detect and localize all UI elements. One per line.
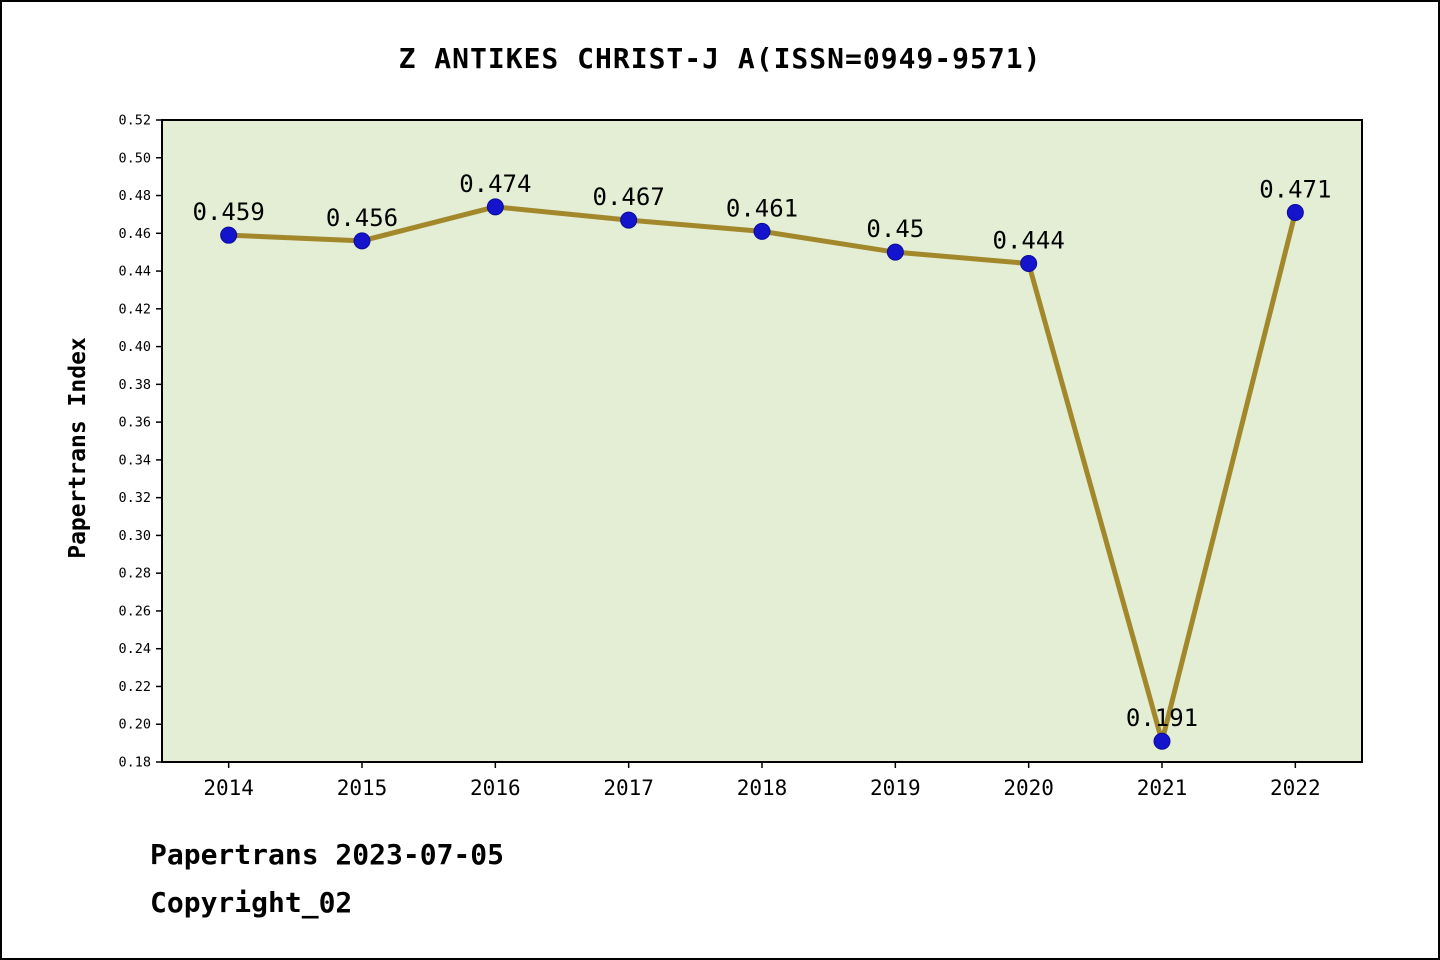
data-point: [486, 198, 504, 216]
y-tick-label: 0.26: [118, 603, 151, 619]
x-tick-label: 2017: [603, 776, 654, 800]
y-tick-label: 0.36: [118, 415, 151, 431]
y-tick-label: 0.46: [118, 226, 151, 242]
y-tick-label: 0.40: [118, 339, 151, 355]
y-tick-label: 0.18: [118, 755, 151, 771]
point-label: 0.45: [866, 215, 924, 243]
point-label: 0.444: [993, 227, 1065, 255]
x-tick-label: 2016: [470, 776, 521, 800]
x-tick-label: 2019: [870, 776, 921, 800]
data-point: [353, 232, 371, 250]
footer-copyright: Copyright_02: [150, 886, 353, 919]
point-label: 0.191: [1126, 704, 1198, 732]
x-tick-label: 2020: [1003, 776, 1054, 800]
x-tick-label: 2018: [737, 776, 788, 800]
x-tick-label: 2014: [203, 776, 254, 800]
chart-title: Z ANTIKES CHRIST-J A(ISSN=0949-9571): [398, 42, 1042, 75]
point-label: 0.456: [326, 204, 398, 232]
y-tick-label: 0.52: [118, 113, 151, 129]
y-tick-label: 0.50: [118, 150, 151, 166]
y-tick-label: 0.30: [118, 528, 151, 544]
y-tick-label: 0.48: [118, 188, 151, 204]
point-label: 0.467: [593, 183, 665, 211]
x-tick-label: 2022: [1270, 776, 1321, 800]
data-point: [1153, 732, 1171, 750]
point-label: 0.461: [726, 194, 798, 222]
y-tick-label: 0.22: [118, 679, 151, 695]
point-label: 0.471: [1259, 176, 1331, 204]
data-point: [753, 222, 771, 240]
y-tick-label: 0.34: [118, 452, 151, 468]
y-tick-label: 0.42: [118, 301, 151, 317]
y-tick-label: 0.38: [118, 377, 151, 393]
data-point: [620, 211, 638, 229]
y-tick-label: 0.24: [118, 641, 151, 657]
y-tick-label: 0.44: [118, 264, 151, 280]
point-label: 0.459: [193, 198, 265, 226]
footer-date: Papertrans 2023-07-05: [150, 838, 505, 871]
x-tick-label: 2015: [337, 776, 388, 800]
data-point: [220, 226, 238, 244]
data-point: [1020, 255, 1038, 273]
y-tick-label: 0.28: [118, 566, 151, 582]
point-label: 0.474: [459, 170, 531, 198]
data-point: [1286, 204, 1304, 222]
y-tick-label: 0.32: [118, 490, 151, 506]
y-tick-label: 0.20: [118, 717, 151, 733]
data-point: [886, 243, 904, 261]
x-tick-label: 2021: [1137, 776, 1188, 800]
